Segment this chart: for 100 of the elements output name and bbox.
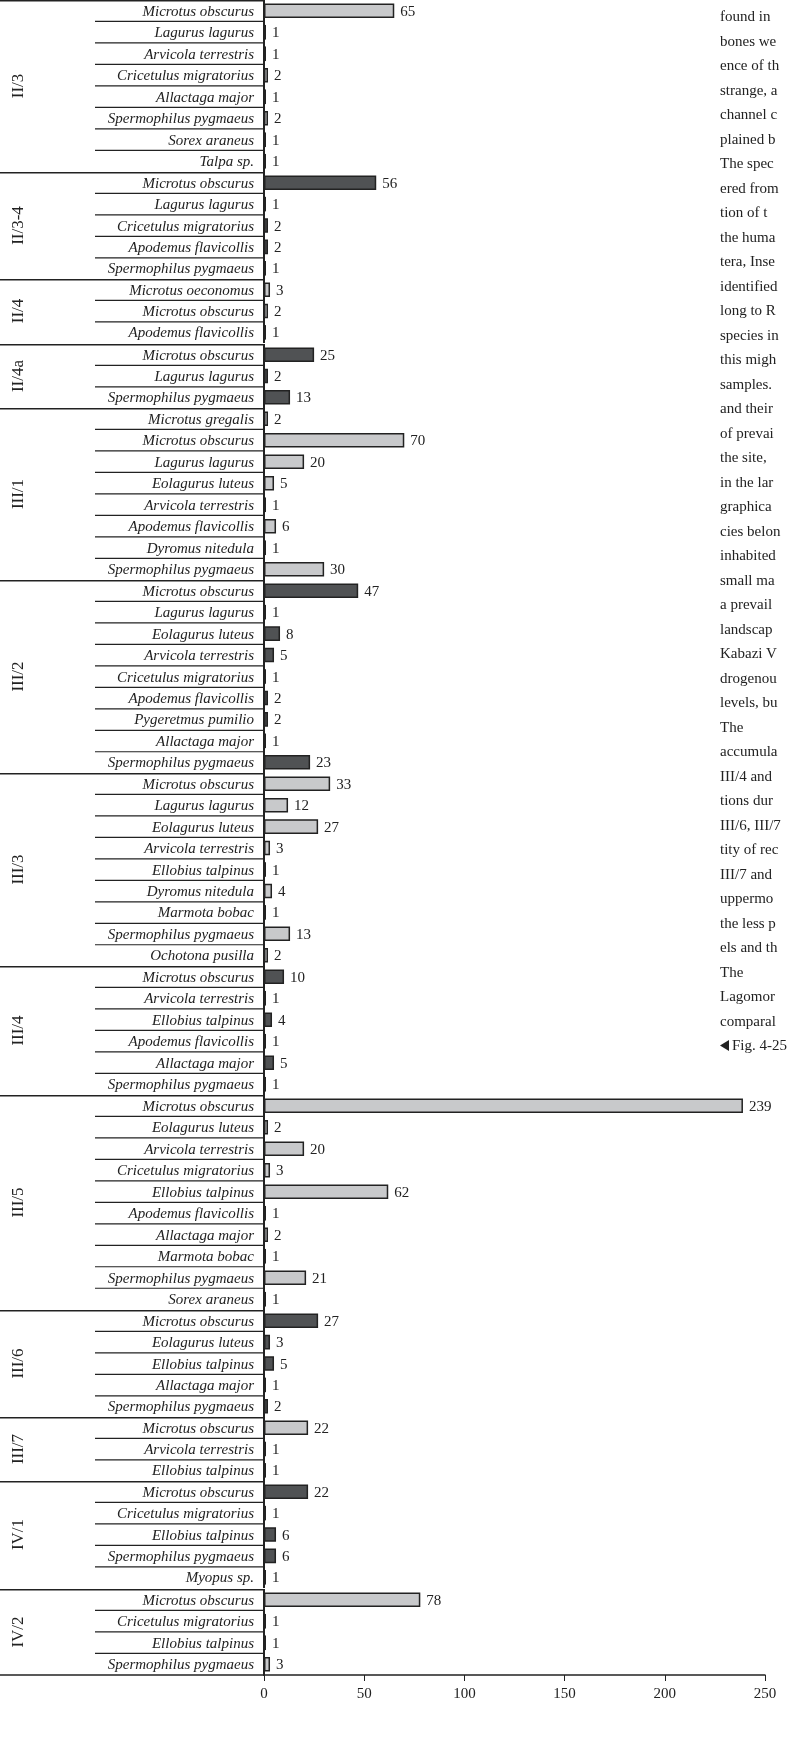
y-axis-title: IV/1 <box>8 1519 27 1551</box>
x-tick-label: 0 <box>260 1684 268 1701</box>
y-tick-label: Eolagurus luteus <box>150 1333 255 1350</box>
y-tick-label: Microtus obscurus <box>141 1484 255 1501</box>
annotation: bones we <box>720 31 777 51</box>
y-tick-label: Microtus obscurus <box>141 1097 255 1114</box>
x-tick-label: 150 <box>553 1684 576 1701</box>
y-tick-label: Lagurus lagurus <box>153 24 255 41</box>
data-label: 1 <box>272 131 280 148</box>
y-tick-label: Myopus sp. <box>184 1569 254 1586</box>
y-tick-label: Lagurus lagurus <box>153 367 255 384</box>
data-label: 1 <box>272 1205 280 1222</box>
annotation: els and th <box>720 938 778 957</box>
data-label: 2 <box>274 410 282 427</box>
data-label: 1 <box>272 1634 280 1651</box>
data-label: 1 <box>272 861 280 878</box>
y-axis-title: III/5 <box>8 1187 27 1218</box>
y-tick-label: Spermophilus pygmaeus <box>107 561 255 578</box>
data-label: 1 <box>272 1248 280 1265</box>
y-tick-label: Lagurus lagurus <box>153 603 255 620</box>
annotation: ered from <box>720 178 779 198</box>
data-label: 5 <box>280 646 288 663</box>
data-label: 2 <box>274 689 282 706</box>
data-label: 13 <box>296 925 312 942</box>
data-label: 22 <box>314 1484 330 1501</box>
annotation: uppermo <box>720 889 774 908</box>
y-tick-label: Spermophilus pygmaeus <box>107 1656 255 1673</box>
y-tick-label: Spermophilus pygmaeus <box>107 925 255 942</box>
data-label: 2 <box>274 1226 282 1243</box>
data-label: 1 <box>272 1441 280 1458</box>
y-axis-title: IV/2 <box>8 1616 27 1648</box>
x-tick-label: 200 <box>653 1684 677 1701</box>
data-label: 2 <box>274 67 282 84</box>
y-tick-label: Arvicola terrestris <box>143 1140 255 1157</box>
annotation: accumula <box>720 742 778 761</box>
y-tick-label: Marmota bobac <box>156 904 255 921</box>
data-label: 1 <box>272 668 280 685</box>
y-tick-label: Microtus oeconomus <box>128 281 255 298</box>
data-label: 65 <box>400 2 416 19</box>
annotation: Kabazi V <box>720 644 777 663</box>
data-label: 1 <box>272 24 280 41</box>
y-tick-label: Ellobius talpinus <box>150 861 255 878</box>
data-label: 1 <box>272 732 280 749</box>
data-label: 12 <box>294 797 310 814</box>
y-tick-label: Cricetulus migratorius <box>116 668 255 685</box>
data-label: 1 <box>272 45 280 62</box>
data-label: 239 <box>748 1097 772 1114</box>
data-label: 2 <box>274 303 282 320</box>
data-label: 3 <box>276 1162 284 1179</box>
y-tick-label: Cricetulus migratorius <box>116 1613 255 1630</box>
annotation: tity of rec <box>720 840 779 859</box>
data-label: 56 <box>382 174 398 191</box>
y-tick-label: Microtus obscurus <box>141 174 255 191</box>
data-label: 1 <box>272 1613 280 1630</box>
y-tick-label: Allactaga major <box>155 1376 255 1393</box>
annotation: drogenou <box>720 668 777 688</box>
y-tick-label: Lagurus lagurus <box>153 797 255 814</box>
y-tick-label: Allactaga major <box>155 732 255 749</box>
data-label: 20 <box>310 1140 326 1157</box>
annotation: identified <box>720 276 778 296</box>
y-tick-label: Ellobius talpinus <box>150 1462 255 1479</box>
annotation: in the lar <box>720 472 774 492</box>
annotation: The <box>720 962 744 982</box>
annotation: cies belon <box>720 521 781 541</box>
y-tick-label: Apodemus flavicollis <box>127 1205 255 1222</box>
data-label: 4 <box>278 882 287 899</box>
annotation: found in <box>720 7 771 26</box>
annotation: of prevai <box>720 423 774 443</box>
y-tick-label: Spermophilus pygmaeus <box>107 388 255 405</box>
annotation: long to R <box>720 301 776 320</box>
data-label: 1 <box>272 1505 280 1522</box>
annotation: III/4 and <box>720 766 773 786</box>
y-tick-label: Spermophilus pygmaeus <box>107 1548 255 1565</box>
y-tick-label: Arvicola terrestris <box>143 45 255 62</box>
y-axis-title: II/3 <box>8 73 27 99</box>
data-label: 2 <box>274 217 282 234</box>
data-label: 2 <box>274 1397 282 1414</box>
data-label: 27 <box>324 818 340 835</box>
y-tick-label: Dyromus nitedula <box>145 882 254 899</box>
y-axis-title: II/4 <box>8 298 27 324</box>
y-tick-label: Cricetulus migratorius <box>116 217 255 234</box>
y-tick-label: Apodemus flavicollis <box>127 238 255 255</box>
y-tick-label: Microtus obscurus <box>141 968 255 985</box>
data-label: 3 <box>276 839 284 856</box>
y-tick-label: Dyromus nitedula <box>145 539 254 556</box>
annotation: Fig. 4-25 <box>732 1036 788 1055</box>
annotation: small ma <box>720 570 775 590</box>
data-label: 1 <box>272 603 280 620</box>
y-tick-label: Eolagurus luteus <box>150 818 255 835</box>
data-label: 2 <box>274 1119 282 1136</box>
annotation: The <box>720 717 744 737</box>
y-tick-label: Apodemus flavicollis <box>127 1033 255 1050</box>
y-tick-label: Microtus obscurus <box>141 2 255 19</box>
data-label: 10 <box>290 968 306 985</box>
data-label: 2 <box>274 110 282 127</box>
annotation: III/6, III/7 <box>720 815 781 835</box>
data-label: 1 <box>272 1569 280 1586</box>
data-label: 13 <box>296 388 312 405</box>
annotation: ence of th <box>720 56 780 75</box>
y-tick-label: Spermophilus pygmaeus <box>107 260 255 277</box>
